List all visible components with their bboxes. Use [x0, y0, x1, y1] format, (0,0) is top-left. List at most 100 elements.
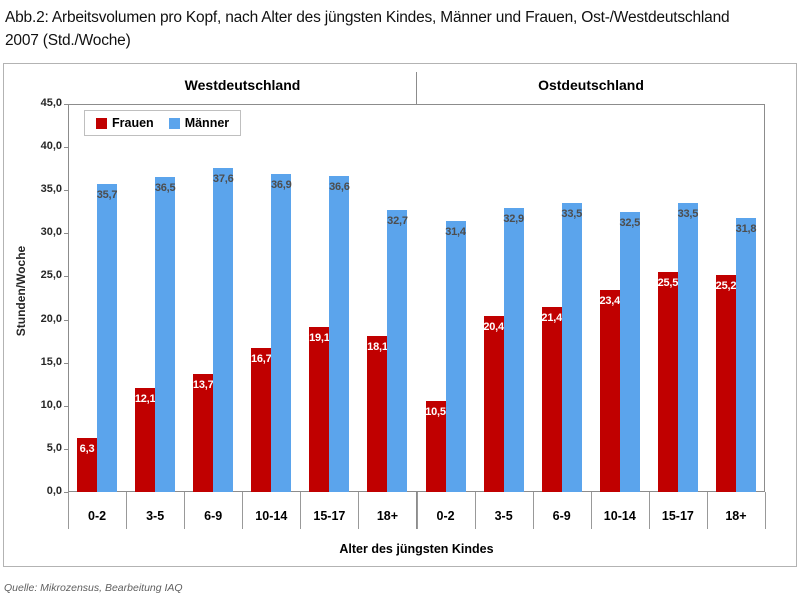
bar-maenner — [735, 217, 756, 492]
bar-maenner — [445, 221, 466, 492]
bar-value-label: 16,7 — [250, 353, 272, 365]
bar-value-label: 32,7 — [387, 215, 408, 228]
y-axis-tick-label: 25,0 — [40, 269, 62, 282]
bar-value-label: 20,4 — [483, 321, 504, 334]
page-title: Abb.2: Arbeitsvolumen pro Kopf, nach Alt… — [5, 9, 730, 50]
y-axis-tick — [64, 233, 68, 235]
bar-value-label: 12,1 — [134, 392, 156, 405]
y-axis-tick-label: 15,0 — [40, 355, 62, 368]
bar-value-label: 25,5 — [657, 277, 679, 290]
bar-maenner — [271, 173, 292, 492]
bar-value-label: 37,6 — [212, 172, 234, 185]
bar-maenner — [677, 203, 698, 492]
bar-value-label: 32,5 — [619, 216, 641, 229]
category-tick — [649, 492, 650, 529]
x-axis-title: Alter des jüngsten Kindes — [339, 542, 494, 556]
y-axis-tick — [64, 492, 68, 493]
bar-value-label: 35,7 — [96, 189, 118, 202]
bar-value-label: 36,5 — [154, 182, 176, 195]
y-axis-tick-label: 5,0 — [46, 441, 62, 454]
panel-title-ostdeutschland: Ostdeutschland — [538, 77, 644, 93]
category-label: 3-5 — [494, 509, 513, 523]
bar-value-label: 23,4 — [599, 295, 621, 308]
category-label: 10-14 — [255, 509, 288, 523]
y-axis-tick — [64, 190, 68, 192]
category-label: 18+ — [725, 509, 747, 523]
bar-frauen — [483, 316, 504, 492]
bar-maenner — [503, 208, 524, 492]
category-tick — [68, 492, 69, 529]
category-label: 6-9 — [204, 509, 223, 523]
bar-value-label: 36,6 — [329, 181, 350, 194]
bar-value-label: 33,5 — [677, 208, 699, 221]
category-label: 15-17 — [313, 509, 346, 523]
category-tick — [300, 492, 301, 529]
legend-item-maenner: Männer — [168, 116, 230, 130]
y-axis-tick — [64, 276, 68, 278]
category-label: 6-9 — [552, 509, 571, 523]
y-axis-title: Stunden/Woche — [14, 245, 28, 337]
category-label: 0-2 — [436, 509, 455, 523]
bar-frauen — [251, 348, 272, 492]
category-tick — [242, 492, 243, 529]
bar-value-label: 18,1 — [367, 340, 388, 353]
bar-frauen — [425, 401, 446, 492]
bar-frauen — [309, 327, 330, 492]
bar-frauen — [599, 290, 620, 492]
source-note: Quelle: Mikrozensus, Bearbeitung IAQ — [4, 582, 183, 594]
bar-value-label: 31,4 — [445, 226, 466, 239]
bar-value-label: 6,3 — [79, 442, 95, 455]
category-tick — [533, 492, 534, 529]
category-label: 18+ — [376, 509, 399, 523]
bar-maenner — [619, 211, 640, 492]
y-axis-tick-label: 0,0 — [46, 485, 62, 497]
y-axis-tick-label: 20,0 — [40, 312, 62, 325]
bar-frauen — [367, 335, 388, 492]
bar-maenner — [329, 176, 350, 492]
category-tick — [707, 492, 708, 529]
bar-frauen — [135, 387, 156, 492]
panel-title-westdeutschland: Westdeutschland — [184, 77, 301, 93]
bar-value-label: 19,1 — [309, 332, 330, 345]
bar-value-label: 33,5 — [561, 208, 583, 221]
bar-value-label: 31,8 — [735, 222, 757, 235]
y-axis-tick — [64, 362, 68, 364]
bar-value-label: 10,5 — [425, 406, 446, 419]
y-axis-tick — [64, 319, 68, 321]
bar-frauen — [193, 373, 214, 492]
y-axis-tick — [64, 405, 68, 407]
category-tick — [126, 492, 127, 529]
category-label: 0-2 — [88, 509, 107, 523]
category-label: 3-5 — [146, 509, 165, 523]
bar-maenner — [155, 177, 176, 492]
bar-frauen — [657, 272, 678, 492]
bar-frauen — [541, 307, 562, 492]
legend-label-maenner: Männer — [184, 116, 230, 130]
y-axis-tick — [64, 147, 68, 149]
y-axis-tick-label: 30,0 — [40, 226, 62, 239]
y-axis-tick — [64, 104, 68, 105]
category-tick — [184, 492, 185, 529]
y-axis-tick-label: 35,0 — [40, 183, 62, 196]
bar-frauen — [77, 437, 98, 492]
legend-label-frauen: Frauen — [112, 116, 154, 130]
bar-frauen — [715, 274, 736, 492]
bar-value-label: 32,9 — [503, 213, 524, 226]
bar-value-label: 13,7 — [192, 378, 214, 391]
category-tick — [765, 492, 766, 529]
bar-maenner — [97, 184, 118, 492]
bar-maenner — [387, 210, 408, 492]
category-tick — [591, 492, 592, 529]
frauen-color-swatch — [96, 117, 107, 129]
y-axis-tick — [64, 448, 68, 450]
y-axis-tick-label: 45,0 — [40, 97, 62, 109]
category-tick — [358, 492, 359, 529]
legend: Frauen Männer — [84, 110, 242, 136]
bar-value-label: 21,4 — [541, 312, 563, 325]
category-label: 10-14 — [603, 509, 636, 523]
bar-maenner — [561, 203, 582, 492]
category-tick — [417, 492, 418, 529]
y-axis-tick-label: 10,0 — [40, 398, 62, 411]
category-tick — [475, 492, 476, 529]
maenner-color-swatch — [168, 117, 180, 129]
